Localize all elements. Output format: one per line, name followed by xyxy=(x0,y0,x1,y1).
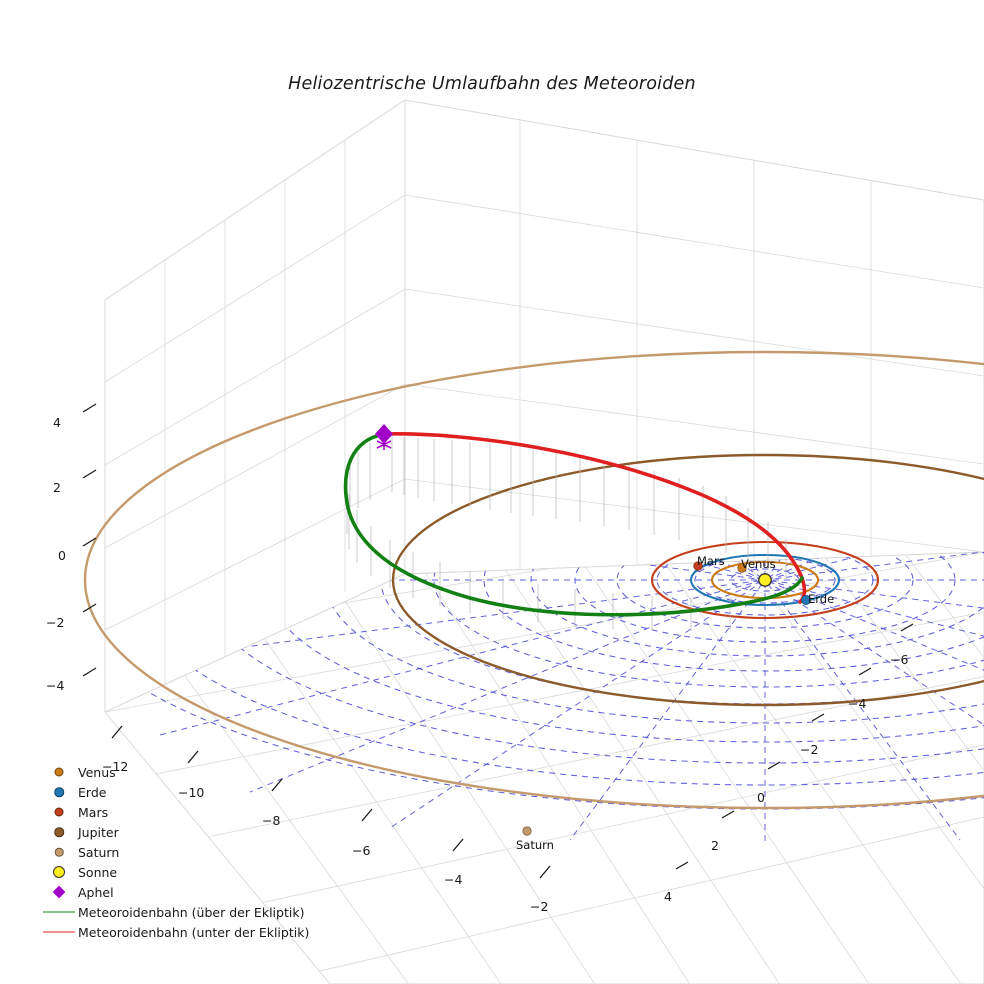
legend: Venus Erde Mars Jupiter Saturn Sonne Aphel Mete… xyxy=(40,762,340,942)
z-tick-2: 0 xyxy=(58,548,66,563)
circle-icon xyxy=(53,866,65,878)
legend-marker-diamond-icon xyxy=(40,882,78,902)
meteoroid-track-below-ecliptic xyxy=(382,432,807,604)
meteoroid-track-above-ecliptic xyxy=(343,432,804,617)
legend-item-0[interactable]: Venus xyxy=(40,762,340,782)
circle-icon xyxy=(54,827,64,837)
aphelion-marker xyxy=(375,424,393,450)
legend-marker-dot-icon xyxy=(40,802,78,822)
diamond-icon xyxy=(52,885,66,899)
body-label-erde: Erde xyxy=(808,592,835,606)
planet-marker-saturn xyxy=(522,826,532,836)
legend-item-7[interactable]: Meteoroidenbahn (über der Ekliptik) xyxy=(40,902,340,922)
page-title: Heliozentrische Umlaufbahn des Meteoroid… xyxy=(288,74,696,94)
line-icon xyxy=(43,931,75,933)
planet-marker-mars xyxy=(693,561,703,571)
legend-item-8[interactable]: Meteoroidenbahn (unter der Ekliptik) xyxy=(40,922,340,942)
legend-item-1[interactable]: Erde xyxy=(40,782,340,802)
z-tick-1: 2 xyxy=(53,480,61,495)
orbit-saturn xyxy=(84,350,984,810)
y-tick-5: 4 xyxy=(664,889,672,904)
legend-label: Meteoroidenbahn (über der Ekliptik) xyxy=(78,904,305,920)
pane-floor xyxy=(104,551,984,984)
legend-marker-dot-icon xyxy=(40,842,78,862)
x-tick-4: −4 xyxy=(444,872,463,887)
legend-label: Sonne xyxy=(78,864,118,880)
planet-marker-venus xyxy=(737,563,747,573)
body-label-venus: Venus xyxy=(741,557,776,571)
legend-marker-line-icon xyxy=(40,902,78,922)
orbit-jupiter xyxy=(391,453,984,707)
body-label-mars: Mars xyxy=(697,554,725,568)
legend-marker-dot-icon xyxy=(40,762,78,782)
y-tick-4: 2 xyxy=(711,838,719,853)
circle-icon xyxy=(54,787,64,797)
pane-grid-left xyxy=(104,99,406,712)
orbit-mars xyxy=(650,540,880,620)
y-tick-3: 0 xyxy=(757,790,765,805)
z-tick-0: 4 xyxy=(53,415,61,430)
legend-item-3[interactable]: Jupiter xyxy=(40,822,340,842)
x-tick-5: −2 xyxy=(530,899,549,914)
legend-item-5[interactable]: Sonne xyxy=(40,862,340,882)
x-tick-3: −6 xyxy=(352,843,371,858)
legend-item-2[interactable]: Mars xyxy=(40,802,340,822)
orbit-erde xyxy=(689,553,841,607)
line-icon xyxy=(43,911,75,913)
legend-label: Mars xyxy=(78,804,109,820)
legend-label: Erde xyxy=(78,784,107,800)
axis-ticks xyxy=(82,403,914,879)
legend-label: Venus xyxy=(78,764,116,780)
legend-marker-dot-icon xyxy=(40,862,78,882)
legend-marker-dot-icon xyxy=(40,822,78,842)
legend-item-4[interactable]: Saturn xyxy=(40,842,340,862)
z-tick-3: −2 xyxy=(46,615,65,630)
legend-label: Saturn xyxy=(78,844,120,860)
circle-icon xyxy=(54,807,64,817)
legend-label: Jupiter xyxy=(78,824,119,840)
circle-icon xyxy=(54,767,64,777)
circle-icon xyxy=(54,847,64,857)
body-label-saturn: Saturn xyxy=(516,838,554,852)
y-tick-2: −2 xyxy=(800,742,819,757)
z-tick-4: −4 xyxy=(46,678,65,693)
legend-item-6[interactable]: Aphel xyxy=(40,882,340,902)
legend-marker-dot-icon xyxy=(40,782,78,802)
legend-label: Meteoroidenbahn (unter der Ekliptik) xyxy=(78,924,310,940)
sun-marker xyxy=(758,573,772,587)
y-tick-1: −4 xyxy=(848,696,867,711)
x-tick-1: −10 xyxy=(178,785,205,800)
legend-label: Aphel xyxy=(78,884,114,900)
planet-marker-erde xyxy=(801,595,811,605)
x-tick-2: −8 xyxy=(262,813,281,828)
x-tick-0: −12 xyxy=(102,759,129,774)
y-tick-0: −6 xyxy=(890,652,909,667)
legend-marker-line-icon xyxy=(40,922,78,942)
